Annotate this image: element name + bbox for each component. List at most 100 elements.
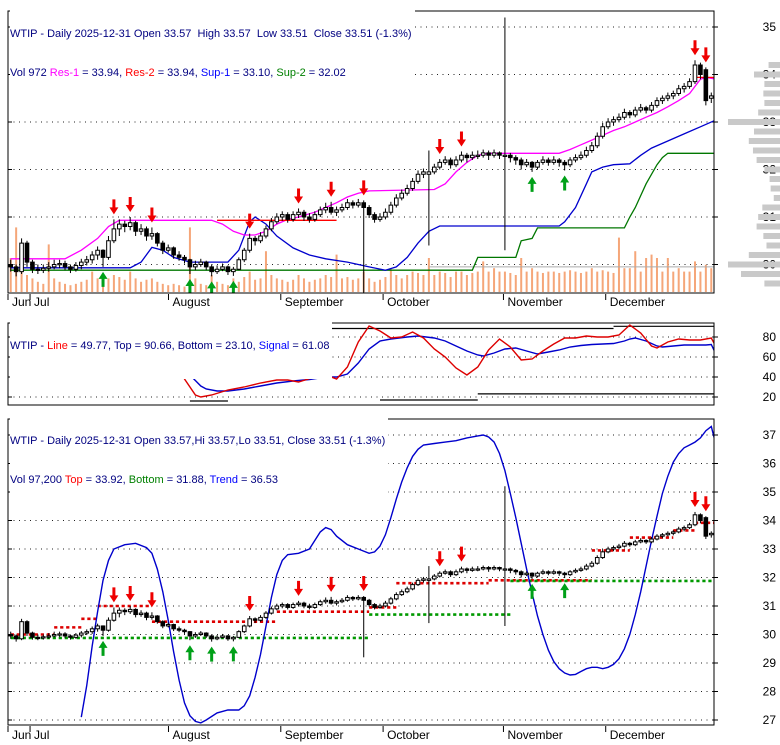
price-panel-header: WTIP - Daily 2025-12-31 Open 33.57 High … xyxy=(10,2,415,106)
lower-tick-label: 30 xyxy=(763,628,777,642)
sell-signal-arrow xyxy=(359,576,369,592)
sell-signal-arrow xyxy=(125,197,135,212)
sell-signal-arrow xyxy=(701,47,711,63)
oscillator-tick-label: 60 xyxy=(763,350,777,364)
sell-signal-arrow xyxy=(147,207,157,223)
lower-header-line1: WTIP - Daily 2025-12-31 Open 33.57,Hi 33… xyxy=(10,435,385,448)
buy-signal-arrow xyxy=(185,645,195,661)
lower-tick-label: 28 xyxy=(763,685,777,699)
lower-tick-label: 37 xyxy=(763,428,777,442)
header-text-segment: Sup-2 xyxy=(276,67,306,79)
header-text-segment: Trend xyxy=(209,474,238,486)
buy-signal-arrow xyxy=(207,281,217,293)
lower-y-axis-labels: 37 36 35 34 33 32 31 30 29 28 27 xyxy=(763,428,777,727)
sell-signal-arrow xyxy=(701,496,711,512)
header-text-segment: = 49.77, Top = 90.66, Bottom = 23.10, xyxy=(67,340,259,352)
sell-signal-arrow xyxy=(147,592,157,608)
buy-signal-arrow xyxy=(207,646,217,662)
oscillator-tick-label: 80 xyxy=(763,330,777,344)
price-month-axis: Jun Jul August September October November Dece… xyxy=(7,294,665,309)
month-label: Jul xyxy=(34,295,49,309)
sell-signal-arrow xyxy=(109,587,119,603)
sell-signal-arrow xyxy=(435,551,445,567)
header-text-segment: = 33.10, xyxy=(230,67,277,79)
sell-signal-arrow xyxy=(245,213,255,229)
sell-signal-arrow xyxy=(326,576,336,592)
sell-signal-arrow xyxy=(245,595,255,611)
lower-tick-label: 36 xyxy=(763,457,777,471)
lower-month-axis: Jun Jul August September October November Dece… xyxy=(7,726,665,742)
sell-signal-arrow xyxy=(435,139,445,155)
buy-signal-arrow xyxy=(228,280,238,293)
header-text-segment: Res-1 xyxy=(49,67,80,79)
header-text-segment: Signal xyxy=(258,340,290,352)
month-label: December xyxy=(610,295,665,309)
lower-tick-label: 27 xyxy=(763,713,777,727)
price-volume-bars xyxy=(9,227,713,292)
header-text-segment: Line xyxy=(47,340,68,352)
sell-signal-arrow xyxy=(456,131,466,147)
month-label: November xyxy=(507,295,562,309)
price-candles xyxy=(8,17,714,293)
oscillator-panel-header: WTIP - Line = 49.77, Top = 90.66, Bottom… xyxy=(10,314,333,379)
lower-panel-header: WTIP - Daily 2025-12-31 Open 33.57,Hi 33… xyxy=(10,409,389,513)
header-text-segment: = 33.94, xyxy=(154,67,201,79)
sell-signal-arrow xyxy=(690,40,700,56)
oscillator-tick-label: 40 xyxy=(763,370,777,384)
price-indicator-lines xyxy=(10,76,714,271)
month-label: Jun xyxy=(12,295,31,309)
lower-header-line2: Vol 97,200 Top = 33.92, Bottom = 31.88, … xyxy=(10,474,385,487)
oscillator-tick-label: 20 xyxy=(763,390,777,404)
lower-tick-label: 32 xyxy=(763,571,777,585)
lower-tick-label: 34 xyxy=(763,514,777,528)
buy-signal-arrow xyxy=(560,583,570,599)
header-text-segment: = 32.02 xyxy=(305,67,346,79)
oscillator-panel-border xyxy=(7,322,715,406)
month-label: Jul xyxy=(34,728,49,742)
header-text-segment: = 33.94, xyxy=(79,67,126,79)
header-text-segment: = 31.88, xyxy=(163,474,210,486)
month-label: October xyxy=(387,295,430,309)
buy-signal-arrow xyxy=(228,646,238,662)
buy-signal-arrow xyxy=(185,279,195,293)
sell-signal-arrow xyxy=(294,188,304,204)
header-text-segment: WTIP - Daily 2025-12-31 Open 33.57,Hi 33… xyxy=(10,435,386,447)
header-text-segment: Bottom xyxy=(128,474,164,486)
oscillator-header-line1: WTIP - Line = 49.77, Top = 90.66, Bottom… xyxy=(10,340,329,353)
header-text-segment: = 33.92, xyxy=(82,474,129,486)
sell-signal-arrow xyxy=(125,586,135,601)
month-label: September xyxy=(285,728,344,742)
sell-signal-arrow xyxy=(690,491,700,507)
header-text-segment: Sup-1 xyxy=(200,67,231,79)
sell-signal-arrow xyxy=(456,546,466,562)
month-label: November xyxy=(507,728,562,742)
buy-signal-arrow xyxy=(527,583,537,599)
buy-signal-arrow xyxy=(98,640,108,656)
lower-tick-label: 33 xyxy=(763,542,777,556)
month-label: October xyxy=(387,728,430,742)
lower-signal-arrows xyxy=(98,491,711,662)
sell-signal-arrow xyxy=(109,199,119,215)
buy-signal-arrow xyxy=(527,176,537,192)
month-label: August xyxy=(172,728,210,742)
lower-candles xyxy=(8,486,714,658)
header-text-segment: Res-2 xyxy=(125,67,155,79)
header-text-segment: Top xyxy=(64,474,83,486)
header-text-segment: = 61.08 xyxy=(289,340,330,352)
month-label: September xyxy=(285,295,344,309)
month-label: August xyxy=(172,295,210,309)
lower-tick-label: 31 xyxy=(763,599,777,613)
lower-tick-label: 29 xyxy=(763,656,777,670)
sell-signal-arrow xyxy=(294,580,304,596)
sell-signal-arrow xyxy=(326,181,336,197)
price-tick-label: 35 xyxy=(763,20,777,34)
buy-signal-arrow xyxy=(98,271,108,287)
header-text-segment: = 36.53 xyxy=(237,474,279,486)
price-header-line2: Vol 972 Res-1 = 33.94, Res-2 = 33.94, Su… xyxy=(10,67,412,80)
lower-tick-label: 35 xyxy=(763,485,777,499)
header-text-segment: WTIP - Daily 2025-12-31 Open 33.57 High … xyxy=(10,28,412,40)
month-label: December xyxy=(610,728,665,742)
header-text-segment: WTIP - xyxy=(10,340,48,352)
